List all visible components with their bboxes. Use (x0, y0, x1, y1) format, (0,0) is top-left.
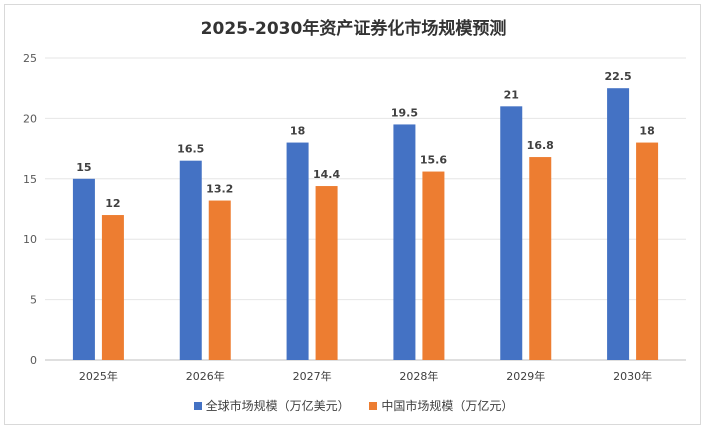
bar-china (422, 171, 445, 360)
bar-global (179, 160, 202, 360)
bar-china (315, 186, 338, 360)
x-tick-label: 2030年 (613, 369, 652, 383)
x-tick-label: 2026年 (186, 369, 225, 383)
legend-item-global: 全球市场规模（万亿美元） (193, 397, 350, 414)
bar-global (393, 124, 416, 360)
y-tick-label: 10 (23, 233, 37, 246)
bar-global (72, 178, 95, 360)
legend-label-global: 全球市场规模（万亿美元） (205, 399, 350, 413)
legend-label-china: 中国市场规模（万亿元） (381, 399, 514, 413)
chart-title: 2025-2030年资产证券化市场规模预测 (200, 19, 507, 39)
data-label: 18 (639, 125, 654, 138)
data-label: 14.4 (313, 168, 340, 181)
data-label: 21 (504, 88, 519, 101)
data-label: 15.6 (420, 154, 447, 167)
y-axis-ticks: 0 5 10 15 20 25 (23, 52, 37, 367)
bar-china (529, 157, 552, 360)
data-label: 16.8 (527, 139, 554, 152)
legend-item-china: 中国市场规模（万亿元） (369, 397, 513, 414)
legend-swatch-china (369, 401, 378, 410)
y-tick-label: 0 (30, 354, 37, 367)
data-label: 22.5 (605, 70, 632, 83)
data-label: 16.5 (177, 143, 204, 156)
y-tick-label: 5 (30, 294, 37, 307)
bar-global (500, 106, 523, 360)
bar-china (101, 215, 124, 360)
x-tick-label: 2025年 (79, 369, 118, 383)
bar-global (607, 88, 630, 360)
bar-global (286, 142, 309, 360)
x-tick-label: 2029年 (506, 369, 545, 383)
x-axis-ticks: 2025年 2026年 2027年 2028年 2029年 2030年 (79, 369, 652, 383)
y-tick-label: 25 (23, 52, 37, 65)
x-tick-label: 2027年 (293, 369, 332, 383)
data-label: 18 (290, 125, 305, 138)
gridlines (45, 57, 686, 361)
y-tick-label: 20 (23, 112, 37, 125)
data-label: 19.5 (391, 106, 418, 119)
data-label: 13.2 (206, 183, 233, 196)
data-label: 12 (105, 197, 120, 210)
bars: 15 12 16.5 13.2 18 14.4 19.5 15.6 21 16.8 22.5 18 (72, 70, 659, 360)
x-tick-label: 2028年 (399, 369, 438, 383)
y-tick-label: 15 (23, 173, 37, 186)
bar-china (636, 142, 659, 360)
bar-china (208, 200, 231, 360)
data-label: 15 (76, 161, 91, 174)
legend-swatch-global (193, 401, 202, 410)
legend: 全球市场规模（万亿美元） 中国市场规模（万亿元） (0, 397, 707, 414)
